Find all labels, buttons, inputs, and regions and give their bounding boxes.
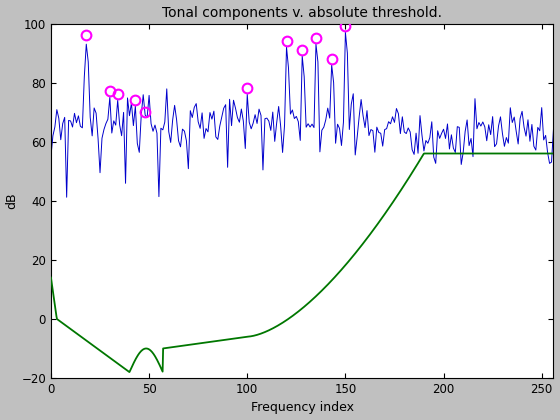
Title: Tonal components v. absolute threshold.: Tonal components v. absolute threshold. xyxy=(162,5,442,20)
X-axis label: Frequency index: Frequency index xyxy=(251,402,354,415)
Y-axis label: dB: dB xyxy=(6,192,18,209)
